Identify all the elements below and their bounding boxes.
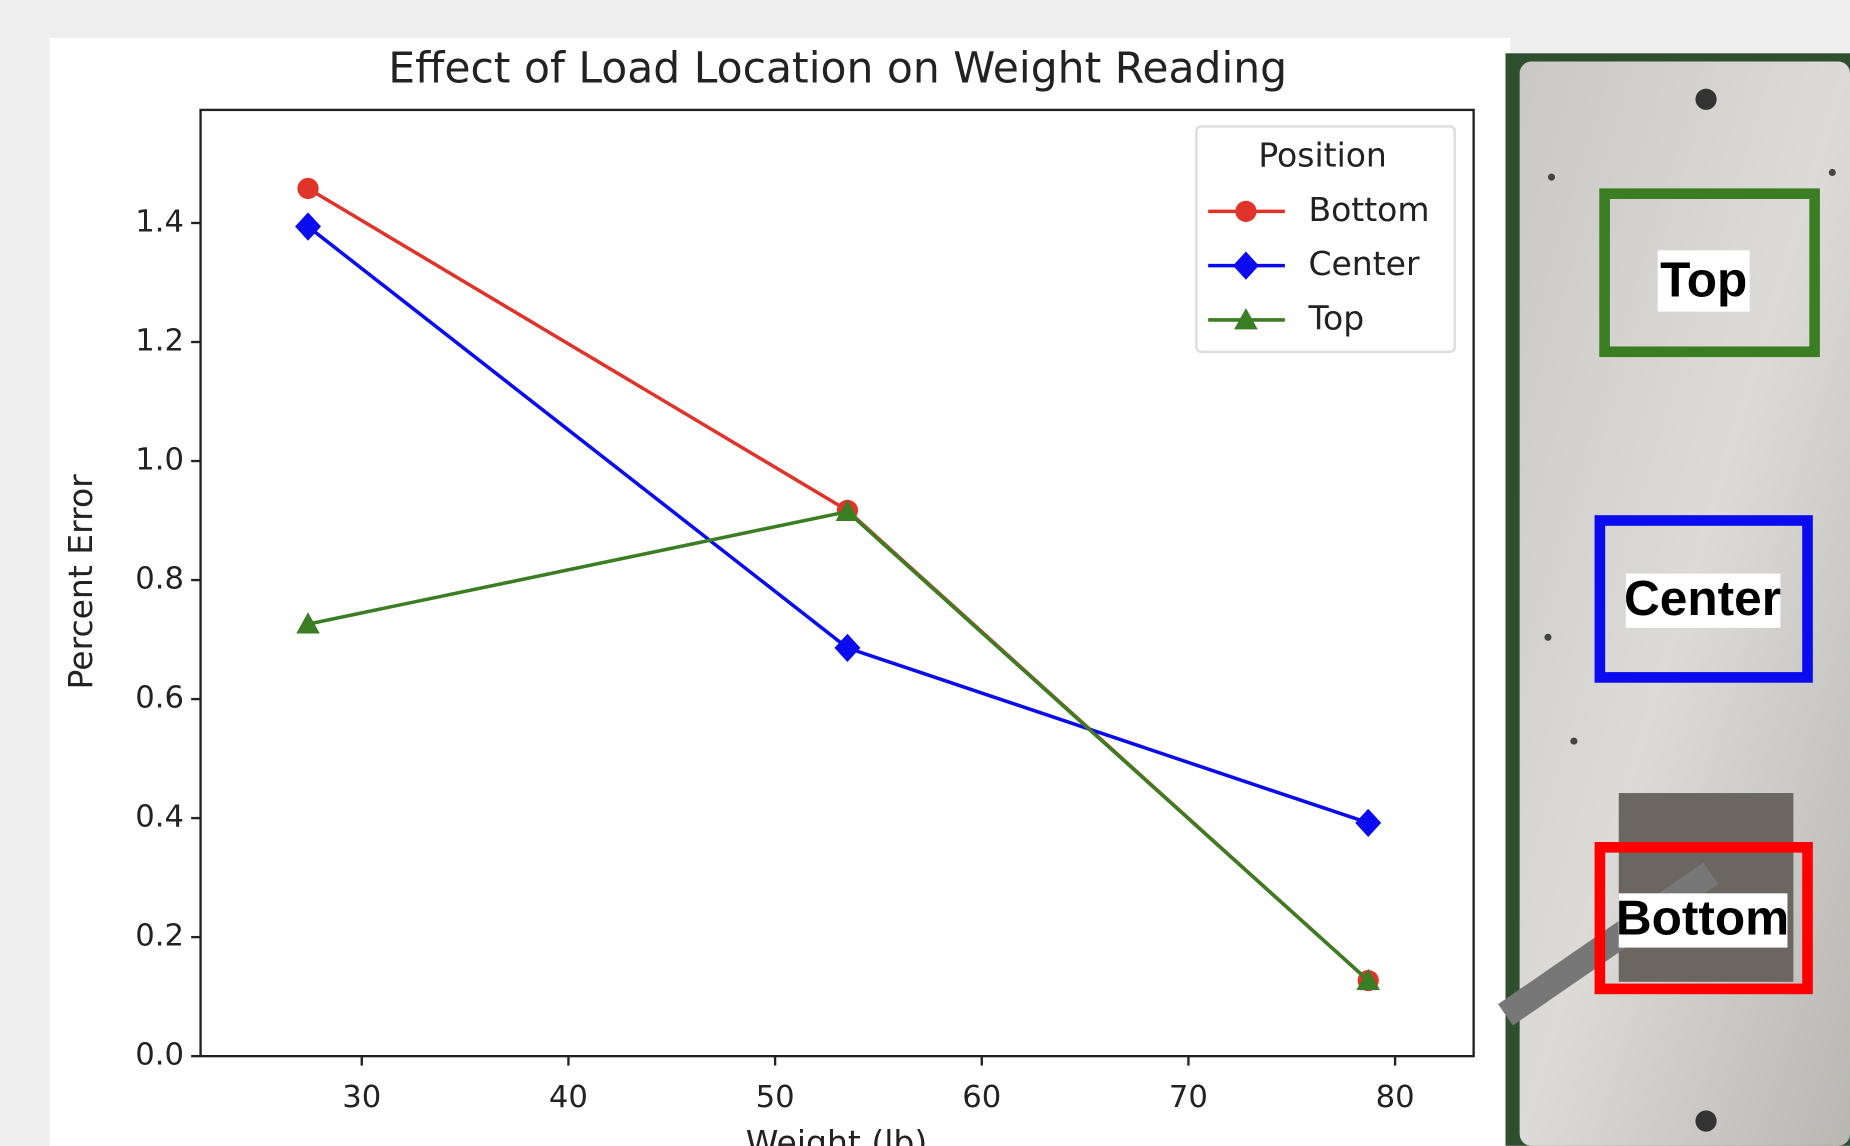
legend-label: Center [1308, 244, 1420, 283]
legend-label: Bottom [1308, 190, 1429, 229]
y-tick-label: 0.4 [135, 800, 184, 835]
x-tick-label: 30 [342, 1080, 381, 1115]
legend: Position Bottom Center Top [1195, 125, 1456, 353]
y-tick-label: 1.4 [135, 204, 184, 239]
photo-label: Center [1624, 570, 1781, 626]
legend-marker [1234, 308, 1258, 330]
y-tick-label: 0.0 [135, 1038, 184, 1073]
x-tick-label: 70 [1169, 1080, 1208, 1115]
marker [296, 612, 320, 634]
axes-frame [199, 108, 1475, 1058]
x-tick-label: 80 [1376, 1080, 1415, 1115]
legend-label: Top [1307, 298, 1364, 337]
photo-label: Top [1660, 251, 1747, 307]
y-tick-label: 0.2 [135, 919, 184, 954]
legend-box [1195, 125, 1456, 353]
marker [295, 212, 322, 241]
marker [835, 499, 860, 522]
chart-title: Effect of Load Location on Weight Readin… [388, 44, 1287, 93]
x-tick-label: 50 [756, 1080, 795, 1115]
x-tick-label: 40 [549, 1080, 588, 1115]
plot [295, 177, 1382, 992]
x-axis-label: Weight (lb) [746, 1123, 927, 1146]
y-tick-label: 0.6 [135, 681, 184, 716]
legend-marker [1235, 200, 1257, 222]
photo-label: Bottom [1616, 890, 1789, 946]
marker [1356, 968, 1381, 991]
x-tick-label: 60 [962, 1080, 1001, 1115]
y-tick-label: 0.8 [135, 562, 184, 597]
photo: Top Center Bottom [1498, 53, 1850, 1146]
legend-title: Position [1258, 136, 1387, 175]
marker [297, 177, 319, 200]
y-axis-label: Percent Error [61, 474, 100, 690]
y-tick-label: 1.0 [135, 443, 184, 478]
y-tick-label: 1.2 [135, 324, 184, 359]
